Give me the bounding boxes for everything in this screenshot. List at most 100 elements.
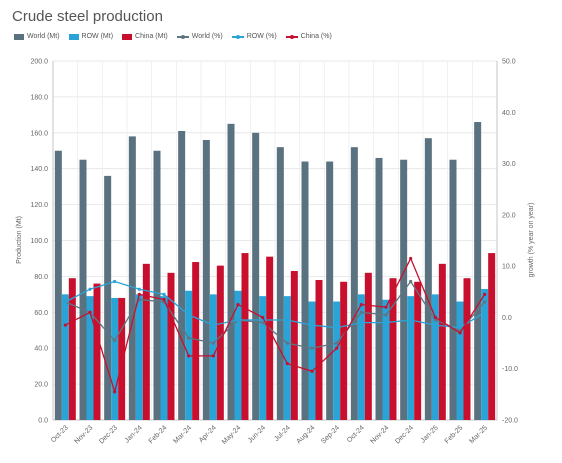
bar-world-mt bbox=[128, 136, 136, 420]
bar-row-mt bbox=[61, 294, 69, 420]
gridlines bbox=[52, 60, 498, 421]
legend-swatch-row-mt bbox=[68, 33, 79, 40]
line-china-pct-point bbox=[483, 292, 487, 296]
bar-row-mt bbox=[135, 294, 143, 420]
bar-china-mt bbox=[266, 256, 274, 420]
bar-world-mt bbox=[474, 122, 482, 420]
line-row-pct-point bbox=[63, 300, 67, 304]
bar-row-mt bbox=[407, 296, 415, 420]
bar-china-mt bbox=[216, 265, 224, 420]
x-tick-label: Jan-24 bbox=[124, 424, 144, 444]
legend-label: China (%) bbox=[300, 33, 332, 40]
legend-item-china-mt: China (Mt) bbox=[122, 33, 168, 40]
bar-row-mt bbox=[456, 301, 464, 420]
bar-world-mt bbox=[424, 138, 432, 420]
line-row-pct-point bbox=[236, 318, 240, 322]
y-tick-label: 60.0 bbox=[34, 310, 48, 317]
bar-china-mt bbox=[414, 281, 422, 420]
legend-item-row-mt: ROW (Mt) bbox=[68, 33, 114, 40]
bar-world-mt bbox=[79, 159, 87, 420]
bar-row-mt bbox=[308, 301, 316, 420]
bar-world-mt bbox=[301, 161, 309, 420]
y-axis-ticks: 0.0 20.0 40.0 60.0 80.0 100.0 120.0 140.0 160.0 1… bbox=[30, 59, 48, 425]
y-axis-label: Production (Mt) bbox=[16, 216, 23, 264]
y2-axis-label: growth (% year on year) bbox=[528, 203, 535, 278]
line-row-pct-point bbox=[162, 292, 166, 296]
bar-row-mt bbox=[160, 296, 168, 420]
line-china-pct-point bbox=[113, 390, 117, 394]
legend-item-china-pct: China (%) bbox=[285, 33, 332, 40]
bar-china-mt bbox=[241, 253, 249, 420]
line-china-pct-point bbox=[187, 354, 191, 358]
line-china-pct-point bbox=[88, 310, 92, 314]
x-tick-label: Jun-24 bbox=[247, 424, 267, 444]
bar-world-mt bbox=[202, 139, 210, 421]
bar-row-mt bbox=[357, 294, 365, 420]
bar-world-mt bbox=[153, 150, 161, 420]
bar-world-mt bbox=[350, 147, 358, 420]
line-world-pct-point bbox=[359, 310, 363, 314]
legend-swatch-world-mt bbox=[14, 33, 24, 40]
bar-china-mt bbox=[290, 271, 298, 420]
line-row-pct-point bbox=[137, 287, 141, 291]
x-tick-label: Oct-23 bbox=[50, 424, 70, 444]
line-row-pct-point bbox=[433, 323, 437, 327]
y2-tick-label: 30.0 bbox=[502, 161, 516, 168]
bar-row-mt bbox=[111, 297, 119, 420]
line-row-pct bbox=[65, 280, 486, 329]
line-china-pct-point bbox=[359, 303, 363, 307]
line-row-pct-point bbox=[458, 326, 462, 330]
line-china-pct bbox=[65, 256, 486, 395]
line-row-pct-point bbox=[187, 313, 191, 317]
bar-china-mt bbox=[93, 283, 101, 420]
bar-china-mt bbox=[68, 278, 76, 420]
bar-world-mt bbox=[54, 150, 62, 420]
bar-world-mt bbox=[276, 147, 284, 420]
y-tick-label: 120.0 bbox=[30, 202, 48, 209]
line-world-pct-point bbox=[261, 320, 265, 325]
y-tick-label: 160.0 bbox=[30, 130, 48, 137]
x-tick-label: Dec-24 bbox=[394, 424, 415, 445]
line-china-pct-point bbox=[261, 315, 265, 320]
legend-label: World (Mt) bbox=[27, 33, 60, 40]
lines bbox=[63, 256, 487, 395]
bar-world-mt bbox=[104, 175, 112, 420]
line-world-pct-point bbox=[433, 318, 437, 322]
legend-label: World (%) bbox=[191, 33, 223, 40]
line-world-pct-point bbox=[310, 346, 314, 350]
line-world-pct bbox=[65, 280, 486, 349]
legend-line-row-pct bbox=[231, 34, 244, 40]
line-row-pct-point bbox=[384, 320, 388, 325]
line-china-pct-point bbox=[458, 331, 462, 335]
x-tick-label: Jan-25 bbox=[420, 424, 440, 444]
bar-row-mt bbox=[259, 296, 267, 420]
y2-tick-label: 10.0 bbox=[502, 264, 516, 271]
bar-china-mt bbox=[389, 278, 397, 420]
line-row-pct-point bbox=[88, 287, 92, 291]
x-tick-label: Mar-25 bbox=[468, 424, 489, 445]
x-tick-label: Nov-23 bbox=[73, 424, 94, 445]
bar-china-mt bbox=[315, 279, 323, 420]
line-world-pct-point bbox=[211, 341, 215, 345]
y2-tick-label: 20.0 bbox=[502, 212, 516, 219]
y2-tick-label: -10.0 bbox=[502, 366, 518, 373]
legend-label: ROW (Mt) bbox=[81, 33, 114, 40]
line-row-pct-point bbox=[113, 279, 117, 284]
line-china-pct-point bbox=[335, 346, 339, 350]
line-world-pct-point bbox=[335, 341, 339, 345]
bar-world-mt bbox=[449, 159, 457, 420]
line-world-pct-point bbox=[285, 341, 289, 345]
line-world-pct-point bbox=[409, 279, 413, 284]
bar-china-mt bbox=[438, 263, 446, 420]
line-row-pct-point bbox=[483, 310, 487, 314]
bar-row-mt bbox=[431, 294, 439, 420]
x-tick-label: Apr-24 bbox=[198, 424, 218, 444]
x-axis-ticks: Oct-23 Nov-23 Dec-23 Jan-24 Feb-24 Mar-24 Apr-… bbox=[50, 424, 489, 446]
legend: World (Mt) ROW (Mt) China (Mt) World (%)… bbox=[14, 33, 332, 40]
bar-world-mt bbox=[227, 123, 235, 420]
legend-item-row-pct: ROW (%) bbox=[231, 33, 277, 40]
line-row-pct-point bbox=[335, 326, 339, 330]
line-china-pct-point bbox=[285, 361, 289, 366]
